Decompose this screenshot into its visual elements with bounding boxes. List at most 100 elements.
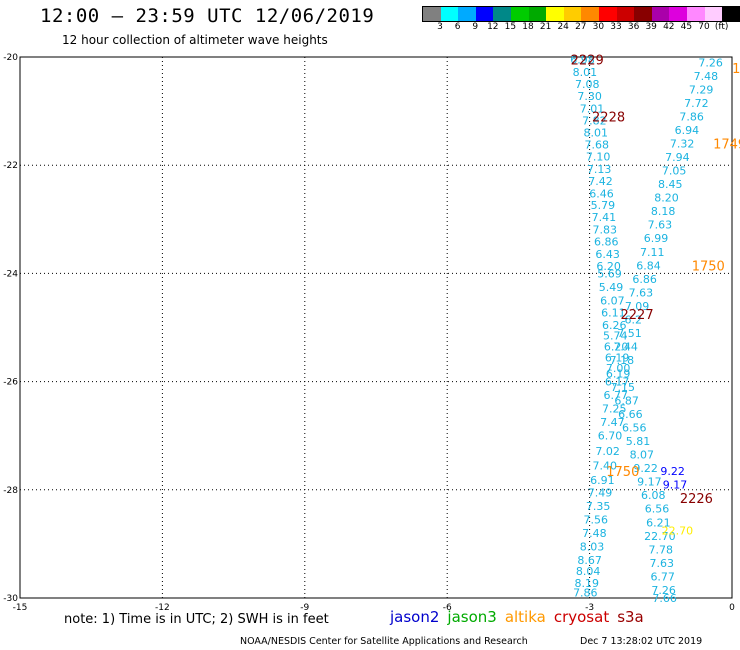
- swh-label-track-b: 6.21: [646, 516, 671, 529]
- scale-swatch: [528, 7, 547, 21]
- swh-label-track-b: 6.08: [641, 489, 666, 502]
- scale-label: 3: [437, 22, 443, 32]
- x-tick-label: -12: [155, 603, 170, 613]
- swh-label-track-b: 9.22: [633, 462, 658, 475]
- y-tick-label: -22: [3, 161, 18, 171]
- y-tick-label: -30: [3, 594, 18, 604]
- wave-height-color-scale: [422, 6, 740, 22]
- scale-label: 27: [575, 22, 587, 32]
- swh-label-track-a: 7.86: [573, 587, 598, 600]
- swh-label-track-b: 6.87: [614, 395, 639, 408]
- swh-label-track-a: 6.11: [601, 306, 626, 319]
- swh-label-track-b: 7.72: [684, 97, 709, 110]
- scale-label: 21: [539, 22, 552, 32]
- swh-label-highlight: 22.70: [662, 524, 694, 537]
- scale-label: 42: [663, 22, 675, 32]
- satellite-legend: jason2 jason3 altika cryosat s3a: [390, 608, 652, 626]
- swh-label-track-a: 6.07: [600, 294, 625, 307]
- swh-label-track-b: 7.44: [613, 340, 638, 353]
- swh-label-highlight: 9.17: [663, 478, 688, 491]
- plot-frame: [19, 56, 733, 599]
- scale-label: 30: [592, 22, 605, 32]
- scale-swatch: [563, 7, 582, 21]
- swh-label-track-b: 6.56: [622, 422, 647, 435]
- scale-swatch: [440, 7, 459, 21]
- color-scale-labels: 3 6 9 12 15 18 21 24 27 30 33 36 39 42 45 70 (ft): [422, 22, 740, 34]
- swh-label-track-a: 6.91: [590, 474, 615, 487]
- footer-credit: NOAA/NESDIS Center for Satellite Applica…: [240, 636, 528, 647]
- swh-label-track-a: 6.46: [589, 187, 614, 200]
- scale-swatch: [475, 7, 494, 21]
- scale-label: 45: [680, 22, 693, 32]
- scale-swatch: [616, 7, 635, 21]
- swh-label-track-a: 6.70: [598, 430, 623, 443]
- swh-label-track-a: 5.69: [597, 267, 622, 280]
- swh-label-track-a: 7.47: [600, 416, 625, 429]
- scale-swatch: [458, 7, 476, 21]
- swh-label-track-b: 6.2: [625, 313, 643, 326]
- swh-label-track-a: 6.17: [605, 376, 630, 389]
- swh-label-track-b: 7.26: [698, 56, 723, 69]
- swh-label-track-b: 7.78: [649, 543, 674, 556]
- swh-label-track-a: 7.40: [593, 459, 618, 472]
- swh-label-track-a: 8.01: [573, 66, 598, 79]
- swh-label-track-b: 7.48: [694, 70, 719, 83]
- swh-label-track-a: 7.48: [582, 527, 607, 540]
- swh-label-track-a: 7.68: [584, 139, 609, 152]
- pass-time-label: 2227: [621, 308, 654, 323]
- pass-time-label: 2228: [592, 111, 625, 126]
- scale-swatch: [686, 7, 705, 21]
- page-subtitle: 12 hour collection of altimeter wave hei…: [62, 33, 328, 47]
- x-tick-label: -15: [13, 603, 28, 613]
- swh-label-track-b: 6.94: [675, 124, 700, 137]
- scale-label: (ft): [714, 22, 729, 32]
- swh-label-track-b: 8.18: [651, 205, 676, 218]
- swh-label-track-b: 8.45: [658, 178, 683, 191]
- scale-label: 15: [504, 22, 517, 32]
- scale-label: 39: [645, 22, 657, 32]
- swh-label-track-a: 6.77: [603, 389, 628, 402]
- swh-label-track-a: 8.03: [580, 541, 605, 554]
- swh-label-track-a: 5.74: [603, 330, 628, 343]
- swh-label-track-a: 7.49: [588, 487, 613, 500]
- scale-label: 33: [610, 22, 622, 32]
- scale-label: 9: [472, 22, 479, 32]
- swh-label-track-a: 7.13: [587, 163, 612, 176]
- scale-swatch: [704, 7, 723, 21]
- page-title: 12:00 – 23:59 UTC 12/06/2019: [40, 5, 375, 27]
- swh-label-track-b: 5.81: [626, 435, 651, 448]
- swh-label-track-a: 7.35: [586, 500, 611, 513]
- swh-label-track-a: 6.20: [604, 340, 629, 353]
- pass-time-label: 1750: [692, 259, 725, 274]
- swh-label-track-b: 7.26: [651, 584, 676, 597]
- swh-label-track-b: 7.09: [625, 300, 650, 313]
- swh-label-track-b: 7.66: [652, 592, 677, 605]
- swh-label-track-a: 6.19: [605, 351, 630, 364]
- legend-item-cryosat: cryosat: [553, 608, 610, 626]
- swh-label-track-a: 7.10: [586, 151, 611, 164]
- swh-label-track-b: 8.20: [654, 192, 679, 205]
- pass-time-label: 1750: [606, 465, 639, 480]
- legend-item-jason3: jason3: [447, 608, 497, 626]
- legend-item-altika: altika: [504, 608, 546, 626]
- pass-time-label: 1749: [713, 138, 740, 153]
- pass-time-label: 2226: [680, 492, 713, 507]
- swh-label-track-b: 7.63: [629, 286, 654, 299]
- swh-label-track-a: 7.25: [602, 403, 627, 416]
- scale-swatch: [423, 7, 441, 21]
- swh-label-track-b: 6.84: [636, 259, 661, 272]
- swh-label-track-b: 7.15: [611, 381, 636, 394]
- x-tick-label: -9: [300, 603, 309, 613]
- swh-label-track-a: 7.01: [580, 102, 605, 115]
- swh-label-track-a: 8.01: [584, 127, 609, 140]
- footer-timestamp: Dec 7 13:28:02 UTC 2019: [580, 636, 703, 647]
- legend-item-s3a: s3a: [617, 608, 644, 626]
- scale-swatch: [493, 7, 511, 21]
- swh-label-track-b: 7.05: [662, 165, 687, 178]
- scale-swatch: [722, 7, 740, 21]
- swh-label-track-b: 7.29: [689, 83, 714, 96]
- swh-label-track-a: 8.19: [575, 577, 600, 590]
- swh-label-track-a: 6.43: [595, 248, 620, 261]
- scale-label: 6: [454, 22, 461, 32]
